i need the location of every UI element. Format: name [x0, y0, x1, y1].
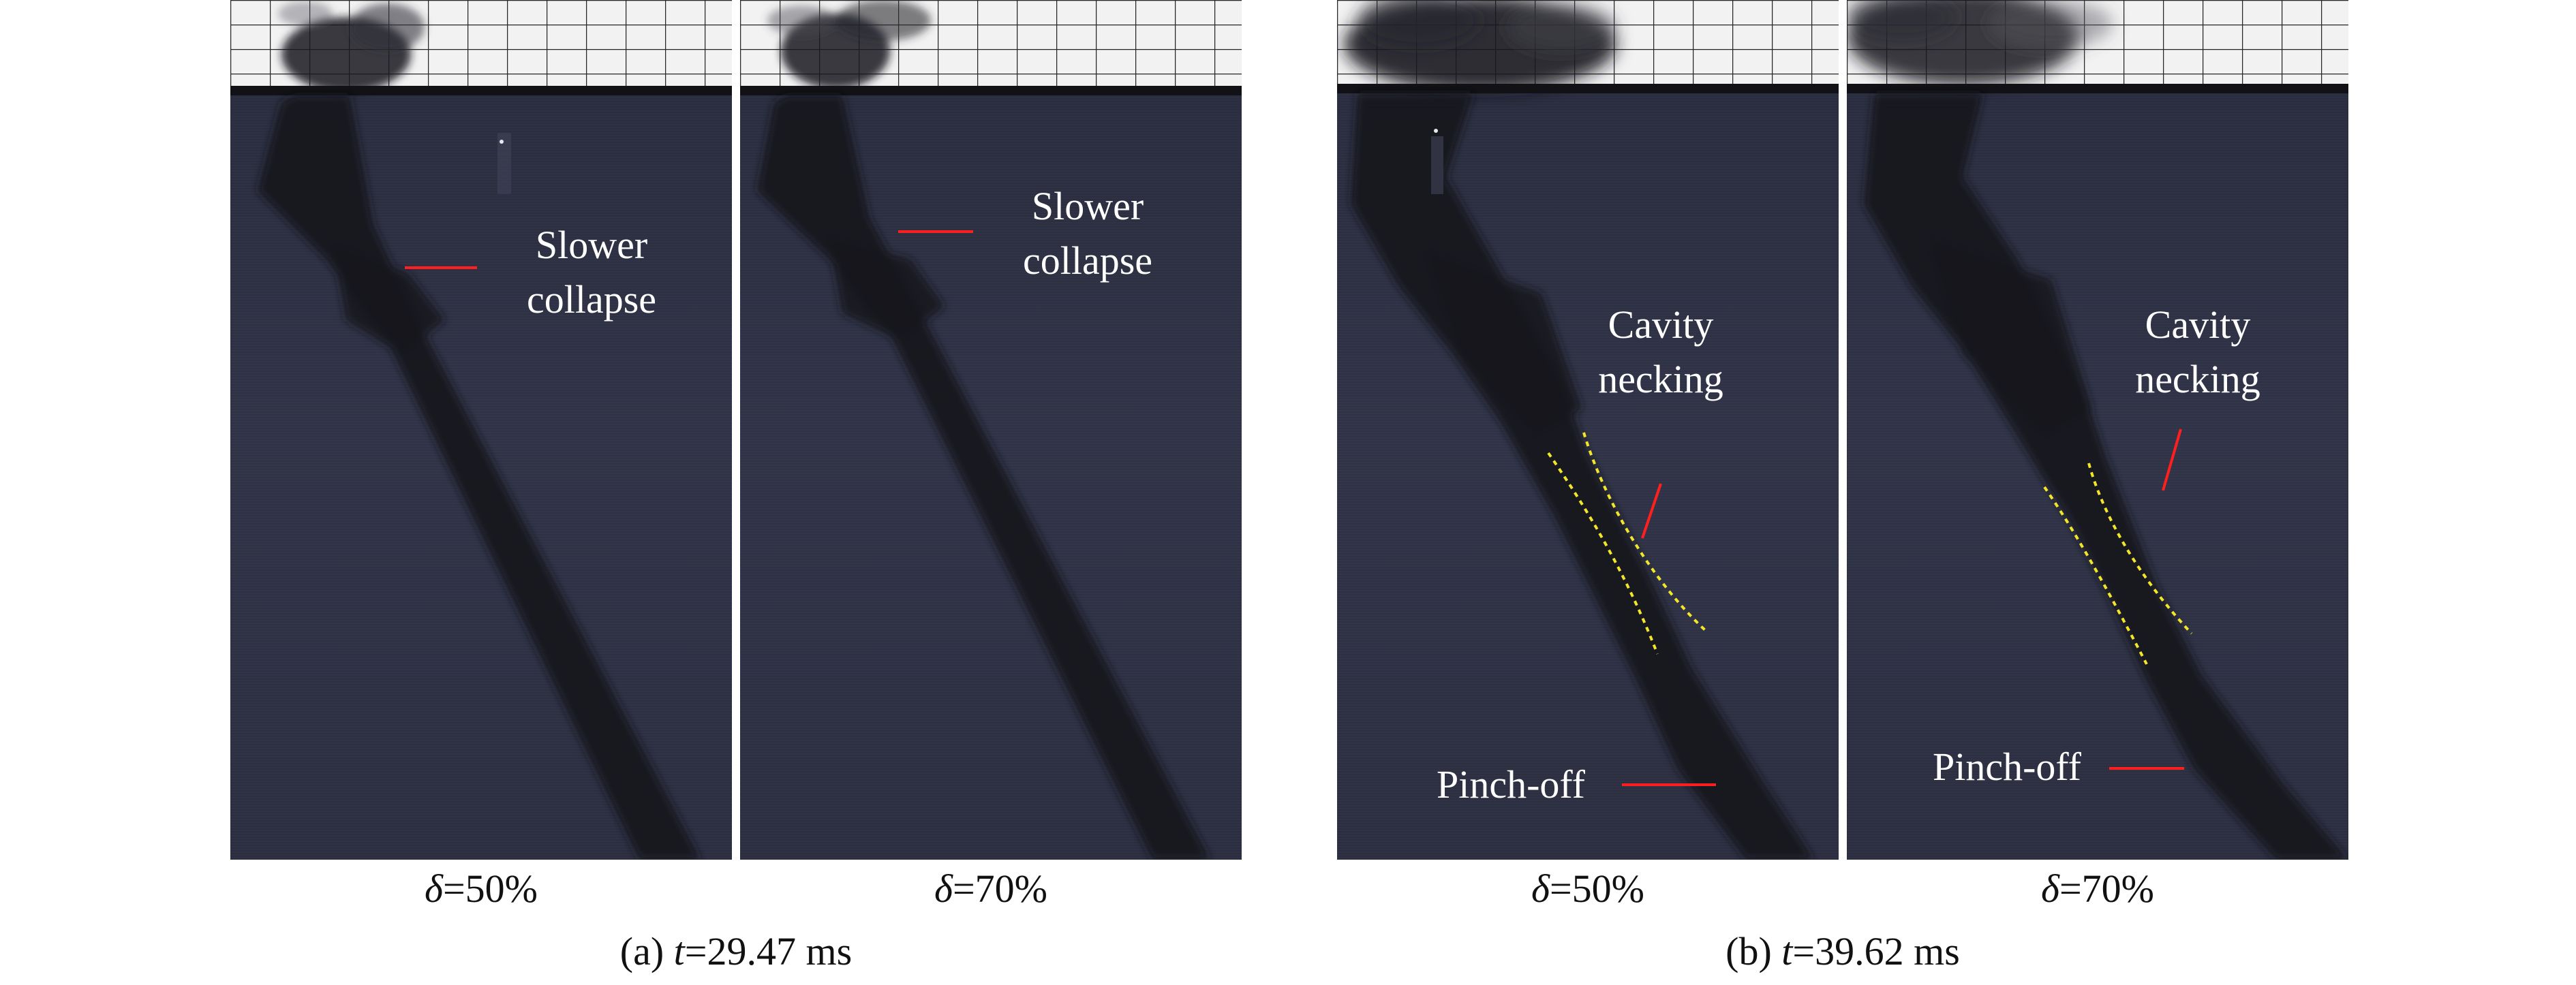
delta-symbol: δ: [934, 866, 953, 911]
annotation-line: Pinch-off: [1932, 745, 2081, 789]
annotation-line: necking: [1598, 357, 1723, 401]
delta-value: =70%: [2059, 866, 2154, 911]
annotation-pinch-off: Pinch-off: [1905, 740, 2109, 794]
delta-label: δ=50%: [1337, 865, 1839, 913]
annotation-line: collapse: [1022, 238, 1153, 283]
necking-marker: [2162, 428, 2182, 491]
cavity-photo: [1847, 0, 2348, 860]
annotation-pinch-off: Pinch-off: [1405, 757, 1616, 812]
annotation-slower-collapse: Slower collapse: [975, 179, 1200, 288]
yellow-guide-curve: [1547, 452, 1659, 655]
annotation-cavity-necking: Cavity necking: [1548, 298, 1773, 407]
caption-b: (b) t=39.62 ms: [1337, 928, 2348, 975]
photo-panel-b-delta-50: Cavity necking Pinch-off: [1337, 0, 1839, 860]
annotation-line: necking: [2135, 357, 2260, 401]
yellow-guide-curve: [1582, 432, 1706, 631]
caption-prefix: (a): [619, 929, 674, 973]
delta-label: δ=70%: [740, 865, 1242, 913]
delta-value: =50%: [1549, 866, 1644, 911]
caption-variable: t: [673, 929, 685, 973]
cavity-photo: [740, 0, 1242, 860]
photo-panel-b-delta-70: Cavity necking Pinch-off: [1847, 0, 2348, 860]
necking-marker: [1641, 483, 1662, 539]
annotation-slower-collapse: Slower collapse: [479, 218, 704, 327]
annotation-line: Slower: [535, 223, 648, 267]
photo-panel-a-delta-70: Slower collapse: [740, 0, 1242, 860]
caption-prefix: (b): [1726, 929, 1782, 973]
annotation-line: collapse: [526, 277, 657, 322]
annotation-line: Slower: [1031, 184, 1144, 228]
annotation-line: Pinch-off: [1436, 762, 1585, 807]
delta-symbol: δ: [1531, 866, 1550, 911]
cavity-photo: [1337, 0, 1839, 860]
photo-panel-a-delta-50: Slower collapse: [230, 0, 732, 860]
yellow-guide-curve: [2087, 463, 2193, 635]
delta-value: =50%: [442, 866, 538, 911]
annotation-cavity-necking: Cavity necking: [2085, 298, 2310, 407]
yellow-guide-curve: [2043, 486, 2148, 665]
caption-value: =29.47 ms: [684, 929, 853, 973]
caption-value: =39.62 ms: [1792, 929, 1960, 973]
delta-symbol: δ: [425, 866, 443, 911]
delta-value: =70%: [952, 866, 1047, 911]
delta-symbol: δ: [2041, 866, 2059, 911]
caption-variable: t: [1781, 929, 1793, 973]
delta-label: δ=50%: [230, 865, 732, 913]
delta-label: δ=70%: [1847, 865, 2348, 913]
annotation-line: Cavity: [2145, 302, 2251, 347]
caption-a: (a) t=29.47 ms: [230, 928, 1242, 975]
annotation-line: Cavity: [1608, 302, 1714, 347]
cavity-photo: [230, 0, 732, 860]
